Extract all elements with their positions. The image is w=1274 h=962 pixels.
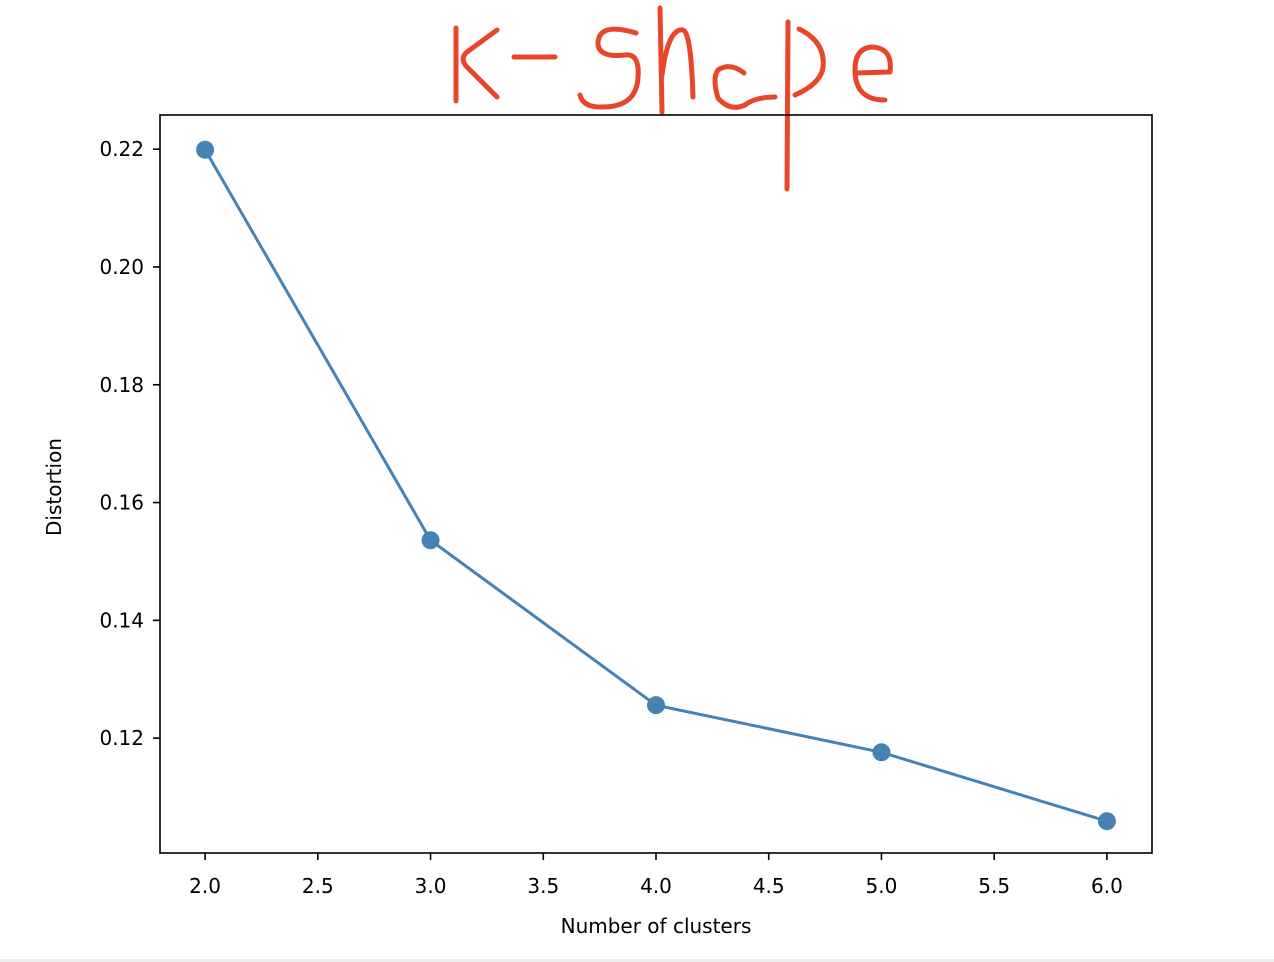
data-point-marker [421, 531, 440, 550]
axes-frame [159, 114, 1153, 854]
y-axis-label: Distortion [42, 438, 66, 536]
y-axis-ticks: 0.12 0.14 0.16 0.18 0.20 0.22 [99, 137, 160, 750]
x-tick-label: 3.5 [527, 874, 559, 898]
x-tick-label: 2.0 [189, 874, 221, 898]
chart-title-handwritten [453, 5, 893, 192]
y-tick-label: 0.16 [99, 491, 144, 515]
y-tick-label: 0.18 [99, 373, 144, 397]
x-tick-label: 4.5 [753, 874, 785, 898]
x-tick-label: 6.0 [1091, 874, 1123, 898]
data-point-marker [1097, 812, 1116, 831]
x-axis-ticks: 2.0 2.5 3.0 3.5 4.0 4.5 5.0 5.5 6.0 [189, 853, 1123, 898]
x-tick-label: 4.0 [640, 874, 672, 898]
x-axis-label: Number of clusters [561, 914, 752, 938]
bottom-divider [0, 959, 1274, 962]
data-point-marker [647, 696, 665, 715]
y-tick-label: 0.22 [99, 137, 144, 161]
data-point-marker [196, 140, 215, 159]
y-tick-label: 0.14 [99, 608, 144, 632]
data-series-markers [196, 140, 1116, 831]
x-tick-label: 5.0 [866, 874, 898, 898]
data-series-line [203, 149, 1108, 823]
x-tick-label: 3.0 [415, 874, 447, 898]
y-tick-label: 0.20 [99, 255, 144, 279]
x-tick-label: 5.5 [978, 874, 1010, 898]
data-point-marker [872, 743, 891, 762]
y-tick-label: 0.12 [99, 726, 144, 750]
x-tick-label: 2.5 [302, 874, 334, 898]
